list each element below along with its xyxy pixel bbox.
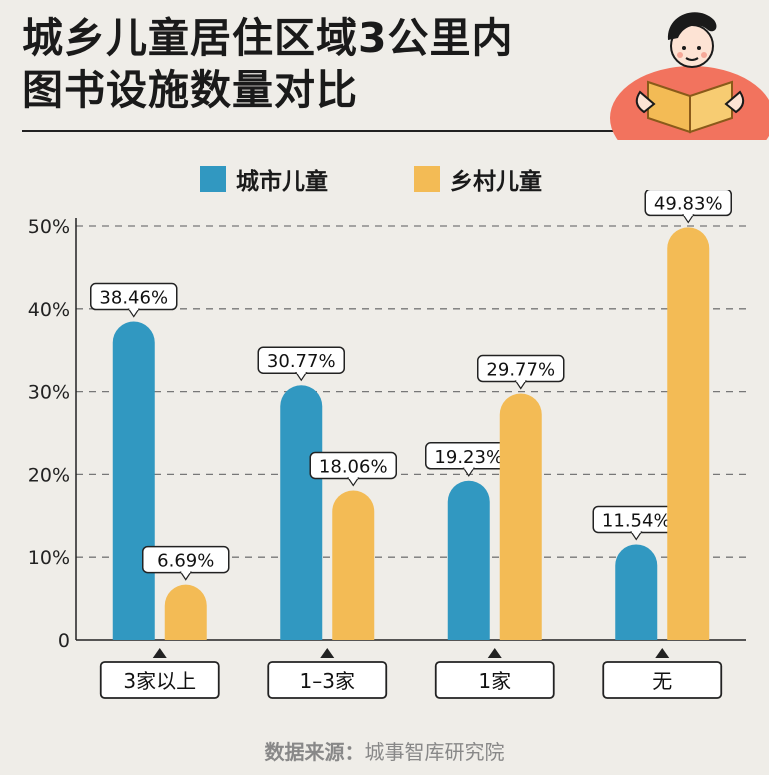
data-label-pointer [295,372,308,382]
reading-child-illustration [610,12,769,140]
bar-rural [499,393,542,640]
title-line-2: 图书设施数量对比 [22,66,358,114]
bar-chart: 0 10% 20% 30% 40% 50% 38.46% 6.69% 3家以上 30.77% 18.… [28,190,746,699]
legend-item-urban: 城市儿童 [200,162,328,196]
category-label-box [99,661,220,699]
data-label: 6.69% [157,551,214,572]
source-prefix: 数据来源： [264,740,365,764]
bar-urban [280,385,323,640]
bar-urban [112,321,155,640]
data-label: 11.54% [602,510,671,531]
category-label: 1–3家 [300,669,355,693]
data-source: 数据来源：城事智库研究院 [0,736,769,765]
category-marker [487,648,502,658]
data-label-pointer [179,571,192,581]
data-label: 49.83% [654,193,723,214]
source-organization: 城事智库研究院 [364,740,505,764]
data-label-pointer [127,308,140,318]
data-label: 18.06% [319,456,388,477]
legend-swatch-urban [200,166,226,192]
category-label: 1家 [478,669,511,693]
category-label-box [602,661,723,699]
data-label: 19.23% [434,447,503,468]
category-label: 无 [652,669,672,693]
legend-item-rural: 乡村儿童 [414,162,542,196]
bar-urban [447,480,490,640]
data-label-pointer [514,380,527,390]
title-divider [22,130,742,132]
data-label: 30.77% [267,351,336,372]
legend-label-rural: 乡村儿童 [450,169,542,195]
bar-rural [332,490,375,640]
page-title: 城乡儿童居住区域3公里内 图书设施数量对比 [22,12,514,116]
data-label-pointer [347,477,360,487]
legend-swatch-rural [414,166,440,192]
category-label: 3家以上 [123,669,196,693]
y-tick-label: 30% [28,382,70,404]
category-marker [320,648,335,658]
bar-urban [615,544,658,640]
y-tick-label: 40% [28,299,70,321]
y-tick-label: 10% [28,547,70,569]
title-line-1: 城乡儿童居住区域3公里内 [22,14,514,62]
data-label-pointer [630,531,643,541]
category-label-box [267,661,388,699]
data-label: 38.46% [99,288,168,309]
category-marker [655,648,670,658]
chart-legend: 城市儿童 乡村儿童 [0,162,769,195]
category-marker [152,648,167,658]
y-tick-label: 20% [28,464,70,486]
legend-label-urban: 城市儿童 [236,169,328,195]
data-label: 29.77% [486,360,555,381]
y-tick-label: 50% [28,216,70,238]
data-label-pointer [682,214,695,224]
category-label-box [434,661,555,699]
bar-rural [667,227,710,640]
bar-rural [164,584,207,640]
y-tick-label: 0 [58,630,70,652]
